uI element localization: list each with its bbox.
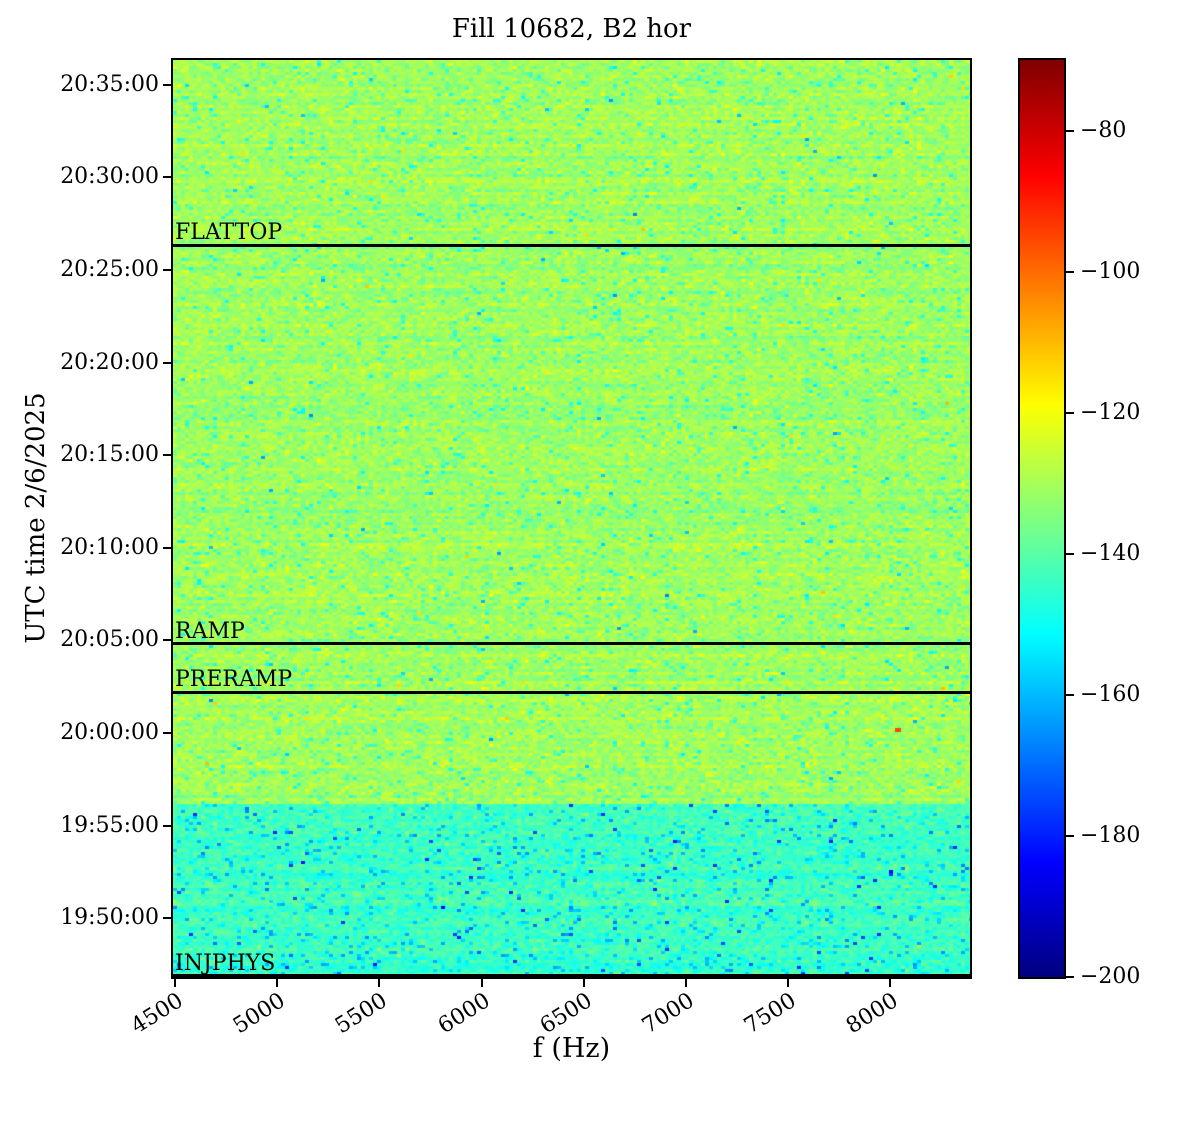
y-tick-mark xyxy=(163,176,173,179)
y-tick-label: 20:30:00 xyxy=(60,164,159,190)
x-axis-label: f (Hz) xyxy=(532,1033,611,1064)
colorbar-tick-label: −120 xyxy=(1080,399,1141,425)
colorbar-tick-label: −80 xyxy=(1080,117,1127,143)
x-tick-mark xyxy=(276,977,279,987)
x-tick-mark xyxy=(889,977,892,987)
y-tick-label: 20:25:00 xyxy=(60,256,159,282)
colorbar-gradient xyxy=(1020,60,1064,977)
chart-title: Fill 10682, B2 hor xyxy=(451,14,692,44)
colorbar-tick-mark xyxy=(1064,834,1074,837)
x-tick-mark xyxy=(787,977,790,987)
y-tick-mark xyxy=(163,268,173,271)
event-line-ramp xyxy=(173,642,970,646)
colorbar-tick-mark xyxy=(1064,411,1074,414)
y-tick-mark xyxy=(163,917,173,920)
y-tick-label: 20:05:00 xyxy=(60,627,159,653)
y-tick-mark xyxy=(163,454,173,457)
colorbar-tick-label: −140 xyxy=(1080,540,1141,566)
y-tick-mark xyxy=(163,639,173,642)
colorbar-tick-label: −200 xyxy=(1080,964,1141,989)
event-line-preramp xyxy=(173,690,970,694)
figure-canvas: { "chart_data": { "type": "heatmap", "ti… xyxy=(21,14,1141,1064)
y-tick-label: 19:55:00 xyxy=(60,812,159,838)
event-line-flattop xyxy=(173,243,970,247)
colorbar-tick-mark xyxy=(1064,693,1074,696)
y-tick-mark xyxy=(163,732,173,735)
x-tick-mark xyxy=(684,977,687,987)
y-tick-label: 20:15:00 xyxy=(60,442,159,468)
colorbar-tick-label: −180 xyxy=(1080,822,1141,848)
event-label-flattop: FLATTOP xyxy=(175,220,283,246)
y-tick-mark xyxy=(163,83,173,86)
colorbar-tick-mark xyxy=(1064,976,1074,978)
spectrogram-image xyxy=(173,60,970,977)
colorbar-tick-mark xyxy=(1064,270,1074,273)
x-tick-mark xyxy=(582,977,585,987)
y-tick-label: 20:20:00 xyxy=(60,349,159,375)
colorbar-tick-label: −160 xyxy=(1080,681,1141,707)
colorbar-tick-mark xyxy=(1064,129,1074,132)
event-line-injphys xyxy=(173,974,970,977)
colorbar-tick-label: −100 xyxy=(1080,258,1141,284)
y-tick-mark xyxy=(163,361,173,364)
x-tick-mark xyxy=(174,977,177,987)
event-label-preramp: PRERAMP xyxy=(175,667,293,693)
y-tick-label: 20:35:00 xyxy=(60,71,159,97)
y-tick-label: 20:00:00 xyxy=(60,720,159,746)
y-tick-mark xyxy=(163,546,173,549)
y-tick-label: 19:50:00 xyxy=(60,905,159,931)
x-tick-mark xyxy=(480,977,483,987)
event-label-injphys: INJPHYS xyxy=(175,950,276,976)
x-tick-mark xyxy=(378,977,381,987)
y-tick-label: 20:10:00 xyxy=(60,534,159,560)
spectrogram-plot: FLATTOP RAMP PRERAMP INJPHYS xyxy=(173,60,970,977)
y-tick-mark xyxy=(163,824,173,827)
event-label-ramp: RAMP xyxy=(175,618,245,644)
colorbar-tick-mark xyxy=(1064,552,1074,555)
